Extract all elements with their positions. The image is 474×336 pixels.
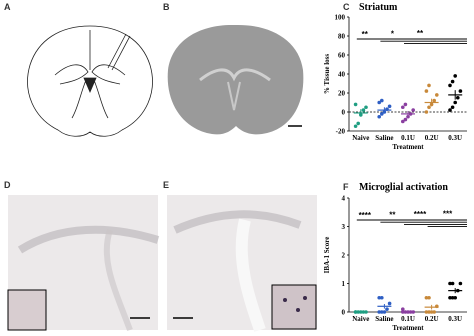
histology-image xyxy=(167,195,317,332)
significance-label: **** xyxy=(414,210,427,219)
data-point xyxy=(353,102,358,107)
significance-label: **** xyxy=(359,211,372,220)
x-tick-label: 0.2U xyxy=(425,134,439,142)
data-point xyxy=(424,110,429,114)
data-point xyxy=(361,108,366,112)
x-tick-label: 0.3U xyxy=(448,134,462,142)
significance-label: *** xyxy=(443,210,453,219)
panel-label: C xyxy=(343,2,350,12)
data-point xyxy=(450,105,455,110)
data-point xyxy=(377,295,382,300)
significance-label: * xyxy=(391,30,395,39)
data-point xyxy=(429,310,434,314)
y-axis-label: IBA-1 Score xyxy=(323,237,331,274)
data-point xyxy=(448,83,452,88)
data-point xyxy=(424,310,429,314)
data-point xyxy=(387,104,392,109)
significance-label: ** xyxy=(389,211,396,220)
data-point xyxy=(424,89,429,93)
x-tick-label: Saline xyxy=(375,134,393,142)
y-axis-label: % Tissue loss xyxy=(323,54,331,94)
data-point xyxy=(450,295,455,300)
panel-label: F xyxy=(343,182,349,192)
y-tick-label: 100 xyxy=(335,14,346,22)
data-point xyxy=(387,301,392,306)
data-point xyxy=(456,95,460,100)
x-axis-label: Treatment xyxy=(392,143,424,151)
panel-label: D xyxy=(4,180,11,190)
y-tick-label: 4 xyxy=(342,195,346,203)
x-tick-label: Saline xyxy=(375,315,393,323)
panel-label: B xyxy=(163,2,170,12)
data-point xyxy=(377,114,382,119)
x-tick-label: 0.2U xyxy=(425,315,439,323)
data-point xyxy=(448,281,452,286)
x-tick-label: Naive xyxy=(352,315,369,323)
chart-title: Striatum xyxy=(359,2,398,13)
data-point xyxy=(364,105,368,110)
data-point xyxy=(353,124,358,129)
data-point xyxy=(424,295,429,300)
data-point xyxy=(427,295,431,300)
data-point xyxy=(411,108,416,112)
data-point xyxy=(450,79,455,84)
data-point xyxy=(401,105,405,110)
data-point xyxy=(401,119,405,124)
x-tick-label: 0.3U xyxy=(448,315,462,323)
data-point xyxy=(453,74,458,78)
significance-label: ** xyxy=(417,29,424,38)
data-point xyxy=(377,310,382,314)
y-tick-label: 40 xyxy=(338,71,346,79)
x-tick-label: Naive xyxy=(352,134,369,142)
data-point xyxy=(377,100,382,105)
data-point xyxy=(427,310,431,314)
data-point xyxy=(453,295,458,300)
data-point xyxy=(432,310,437,314)
data-point xyxy=(385,307,389,311)
data-point xyxy=(432,98,437,103)
y-tick-label: 20 xyxy=(338,90,346,98)
data-point xyxy=(401,307,405,311)
x-tick-label: 0.1U xyxy=(401,315,415,323)
data-point xyxy=(382,310,387,314)
y-tick-label: 60 xyxy=(338,52,346,60)
panel-label: E xyxy=(163,180,169,190)
y-tick-label: 1 xyxy=(342,280,346,288)
x-tick-label: 0.1U xyxy=(401,134,415,142)
data-point xyxy=(450,281,455,286)
data-point xyxy=(356,121,361,126)
x-axis-label: Treatment xyxy=(392,324,424,332)
data-point xyxy=(380,98,384,103)
brain-schematic xyxy=(27,25,153,137)
y-tick-label: 80 xyxy=(338,33,346,41)
data-point xyxy=(380,295,384,300)
y-tick-label: -20 xyxy=(336,128,346,136)
y-tick-label: 0 xyxy=(342,109,346,117)
histology-image xyxy=(7,195,160,332)
chart-title: Microglial activation xyxy=(359,182,448,193)
data-point xyxy=(403,102,408,107)
data-point xyxy=(448,295,452,300)
data-point xyxy=(380,112,384,116)
panel-label: A xyxy=(4,2,11,12)
data-point xyxy=(458,89,463,93)
data-point xyxy=(435,93,439,97)
brain-section xyxy=(167,24,304,135)
y-tick-label: 3 xyxy=(342,223,346,231)
data-point xyxy=(403,117,408,122)
data-point xyxy=(458,281,463,286)
data-point xyxy=(380,310,384,314)
data-point xyxy=(427,83,431,88)
significance-label: ** xyxy=(362,30,369,39)
data-point xyxy=(427,105,431,110)
data-point xyxy=(453,100,458,105)
y-tick-label: 2 xyxy=(342,252,346,260)
data-point xyxy=(448,108,452,112)
y-tick-label: 0 xyxy=(342,309,346,317)
